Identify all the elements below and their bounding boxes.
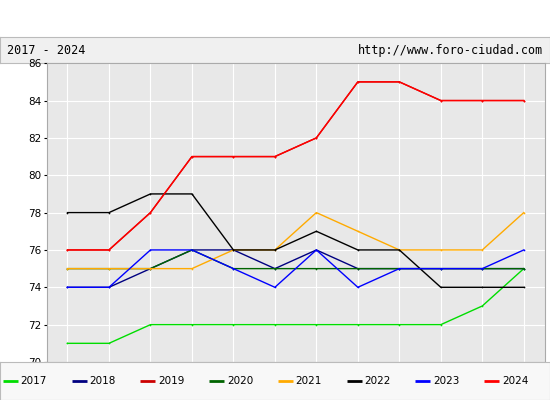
Text: 2017 - 2024: 2017 - 2024 [7, 44, 85, 57]
Text: 2021: 2021 [296, 376, 322, 386]
Text: 2024: 2024 [502, 376, 528, 386]
Text: 2018: 2018 [89, 376, 116, 386]
Text: http://www.foro-ciudad.com: http://www.foro-ciudad.com [358, 44, 543, 57]
Text: 2017: 2017 [21, 376, 47, 386]
Text: 2022: 2022 [364, 376, 390, 386]
Text: 2023: 2023 [433, 376, 459, 386]
Text: 2019: 2019 [158, 376, 184, 386]
Text: 2020: 2020 [227, 376, 253, 386]
Text: Evolucion num de emigrantes en Castronuño: Evolucion num de emigrantes en Castronuñ… [102, 11, 448, 26]
